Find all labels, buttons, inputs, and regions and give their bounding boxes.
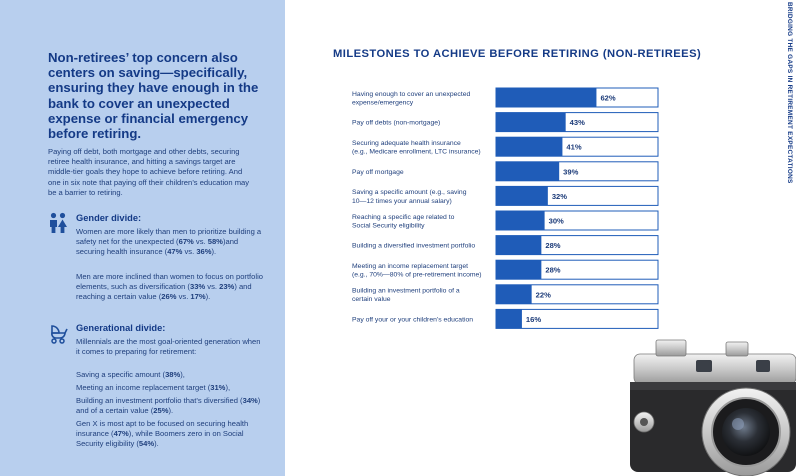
bar-0 xyxy=(496,88,597,107)
category-label-line: Reaching a specific age related to xyxy=(352,214,455,221)
people-icon xyxy=(50,212,67,233)
generational-paragraph-2: Saving a specific amount (38%), xyxy=(76,370,185,379)
bar-value-label-0: 62% xyxy=(600,94,615,103)
camera-illustration xyxy=(630,339,796,476)
bar-value-label-5: 30% xyxy=(549,217,564,226)
generational-paragraph-3: Meeting an income replacement target (31… xyxy=(76,383,231,392)
category-label-line: Pay off mortgage xyxy=(352,169,404,176)
category-label-8: Building an investment portfolio of a cer… xyxy=(352,288,460,304)
generational-paragraph-5: Gen X is most apt to be focused on secur… xyxy=(76,419,249,449)
bar-value-label-4: 32% xyxy=(552,192,567,201)
headline: Non-retirees’ top concern also centers o… xyxy=(48,50,259,142)
bar-value-label-6: 28% xyxy=(545,241,560,250)
gender-paragraph-1: Women are more likely than men to priori… xyxy=(76,227,262,257)
bar-4 xyxy=(496,186,548,206)
category-label-1: Pay off debts (non-mortgage) xyxy=(352,120,440,127)
side-label: BRIDGING THE GAPS IN RETIREMENT EXPECTAT… xyxy=(784,2,794,242)
category-label-7: Meeting an income replacement target (e.g… xyxy=(352,263,482,279)
category-label-line: Pay off debts (non-mortgage) xyxy=(352,120,440,127)
category-label-line: Social Security eligibility xyxy=(352,222,425,229)
bar-6 xyxy=(496,235,542,255)
category-label-line: Building a diversified investment portfo… xyxy=(352,243,475,250)
bar-9 xyxy=(496,309,522,329)
category-label-0: Having enough to cover an unexpected expe… xyxy=(352,91,470,107)
category-label-5: Reaching a specific age related to Social… xyxy=(352,214,455,230)
category-label-line: expense/emergency xyxy=(352,99,414,106)
category-label-line: Building an investment portfolio of a xyxy=(352,288,460,295)
generational-paragraph-4: Building an investment portfolio that’s … xyxy=(76,396,261,416)
bar-value-label-8: 22% xyxy=(536,290,551,299)
category-label-line: Having enough to cover an unexpected xyxy=(352,91,470,98)
bar-value-label-3: 39% xyxy=(563,167,578,176)
intro-paragraph: Paying off debt, both mortgage and other… xyxy=(48,147,250,197)
bar-1 xyxy=(496,112,566,132)
milestones-bar-chart: 62% Having enough to cover an unexpected e… xyxy=(352,87,659,329)
category-label-9: Pay off your or your children’s educatio… xyxy=(352,317,473,324)
bar-value-label-2: 41% xyxy=(566,143,581,152)
category-label-line: (e.g., 70%—80% of pre-retirement income) xyxy=(352,272,482,279)
bar-value-label-1: 43% xyxy=(570,118,585,127)
bar-8 xyxy=(496,284,532,304)
bar-7 xyxy=(496,260,542,280)
gender-divide-title: Gender divide: xyxy=(76,213,142,223)
category-label-line: Pay off your or your children’s educatio… xyxy=(352,317,473,324)
category-label-line: (e.g., Medicare enrollment, LTC insuranc… xyxy=(352,149,481,156)
category-label-line: Saving a specific amount (e.g., saving xyxy=(352,189,467,196)
category-label-3: Pay off mortgage xyxy=(352,169,404,176)
category-label-4: Saving a specific amount (e.g., saving 10… xyxy=(352,189,467,205)
generational-divide-title: Generational divide: xyxy=(76,323,166,333)
generational-paragraph-1: Millennials are the most goal-oriented g… xyxy=(76,337,261,357)
category-label-line: 10—12 times your annual salary) xyxy=(352,198,452,205)
left-panel xyxy=(0,0,285,476)
stroller-icon xyxy=(51,325,68,344)
chart-title: MILESTONES TO ACHIEVE BEFORE RETIRING (N… xyxy=(333,48,702,60)
gender-paragraph-2: Men are more inclined than women to focu… xyxy=(76,272,263,302)
bar-value-label-9: 16% xyxy=(526,315,541,324)
category-label-line: certain value xyxy=(352,296,391,303)
bar-value-label-7: 28% xyxy=(545,266,560,275)
category-label-2: Securing adequate health insurance (e.g.,… xyxy=(352,140,481,156)
category-label-line: Securing adequate health insurance xyxy=(352,140,461,147)
bar-2 xyxy=(496,137,563,157)
category-label-6: Building a diversified investment portfo… xyxy=(352,243,475,250)
category-label-line: Meeting an income replacement target xyxy=(352,263,468,270)
bar-3 xyxy=(496,161,560,181)
bar-5 xyxy=(496,211,545,230)
side-label-text: BRIDGING THE GAPS IN RETIREMENT EXPECTAT… xyxy=(786,2,793,184)
